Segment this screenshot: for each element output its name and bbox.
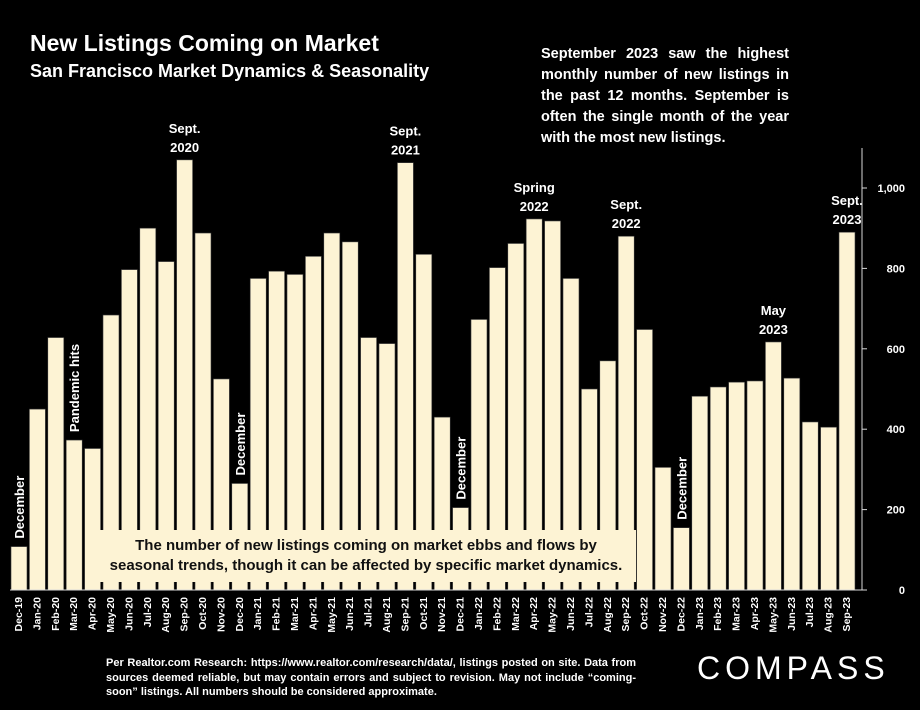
x-tick-label: Feb-23 <box>712 597 724 631</box>
x-tick-label: Sep-23 <box>841 597 853 632</box>
annotation-label: 2023 <box>759 322 788 337</box>
annotation-label: Sept. <box>831 193 863 208</box>
x-tick-label: Jun-23 <box>786 597 798 631</box>
annotation-label: Sept. <box>390 124 422 139</box>
x-tick-label: May-22 <box>547 597 559 633</box>
bar <box>820 426 837 591</box>
bar <box>801 421 819 591</box>
y-tick-label: 400 <box>887 424 905 436</box>
annotation-label: 2021 <box>391 143 420 158</box>
x-tick-label: Jun-21 <box>344 597 356 631</box>
x-tick-label: Dec-20 <box>234 597 246 632</box>
x-tick-label: May-23 <box>767 597 779 633</box>
x-tick-label: Oct-21 <box>418 597 430 630</box>
y-tick-label: 1,000 <box>877 183 905 195</box>
x-tick-label: Aug-22 <box>602 597 614 633</box>
annotation-label: Pandemic hits <box>67 344 82 432</box>
x-tick-label: Aug-21 <box>381 597 393 633</box>
annotation-label: Sept. <box>610 197 642 212</box>
annotation-label: Spring <box>514 180 555 195</box>
chart-title: New Listings Coming on Market <box>30 30 379 56</box>
annotation-label: May <box>761 303 787 318</box>
x-tick-label: May-20 <box>105 597 117 633</box>
x-tick-label: Jul-21 <box>363 597 375 628</box>
note-line-2: seasonal trends, though it can be affect… <box>109 557 623 574</box>
bar <box>783 377 801 591</box>
x-tick-label: Jan-23 <box>694 597 706 630</box>
annotation-label: 2020 <box>170 140 199 155</box>
x-tick-label: Apr-20 <box>87 597 99 630</box>
bar <box>691 395 709 591</box>
x-tick-label: Sep-20 <box>179 597 191 632</box>
annotation-label: 2022 <box>520 199 549 214</box>
source-note: Per Realtor.com Research: https://www.re… <box>106 657 636 698</box>
annotation-label: 2022 <box>612 216 641 231</box>
x-tick-label: Jul-23 <box>804 597 816 628</box>
bar <box>728 381 745 591</box>
x-tick-label: Oct-22 <box>639 597 651 630</box>
x-tick-label: Nov-20 <box>215 597 227 632</box>
x-tick-label: Mar-20 <box>68 597 80 631</box>
annotation-label: 2023 <box>833 212 862 227</box>
x-tick-label: Mar-23 <box>731 597 743 631</box>
y-tick-label: 0 <box>899 585 905 597</box>
x-tick-label: Aug-20 <box>160 597 172 633</box>
x-tick-label: Apr-23 <box>749 597 761 630</box>
callout-paragraph: September 2023 saw the highest monthly n… <box>541 46 789 146</box>
compass-logo: COMPASS <box>697 650 890 686</box>
annotation-label: December <box>233 413 248 476</box>
x-tick-label: May-21 <box>326 597 338 633</box>
callout-text: September 2023 saw the highest monthly n… <box>541 44 789 149</box>
bar <box>176 159 193 591</box>
bar <box>838 231 856 591</box>
bar <box>765 341 782 591</box>
x-tick-label: Jan-21 <box>252 597 264 630</box>
x-tick-label: Oct-20 <box>197 597 209 630</box>
x-tick-label: Jan-22 <box>473 597 485 630</box>
bar <box>746 380 764 591</box>
bar <box>29 408 46 591</box>
y-tick-label: 600 <box>887 344 905 356</box>
bar <box>397 162 414 591</box>
x-tick-label: Nov-21 <box>436 597 448 632</box>
annotation-label: December <box>12 476 27 539</box>
x-tick-label: Dec-21 <box>455 597 467 632</box>
x-tick-label: Dec-19 <box>13 597 25 632</box>
note-line-1: The number of new listings coming on mar… <box>135 537 597 554</box>
x-tick-label: Dec-22 <box>675 597 687 632</box>
x-tick-label: Jul-20 <box>142 597 154 628</box>
x-tick-label: Sep-21 <box>399 597 411 632</box>
x-tick-label: Jan-20 <box>31 597 43 630</box>
x-tick-label: Apr-22 <box>528 597 540 630</box>
x-tick-label: Feb-20 <box>50 597 62 631</box>
bar <box>709 386 727 591</box>
bar <box>636 329 653 591</box>
bar <box>65 439 83 591</box>
x-tick-label: Jun-20 <box>123 597 135 631</box>
annotation-label: December <box>674 457 689 520</box>
x-tick-label: Aug-23 <box>823 597 835 633</box>
x-tick-label: Jun-22 <box>565 597 577 631</box>
y-tick-label: 200 <box>887 505 905 517</box>
x-tick-label: Mar-21 <box>289 597 301 631</box>
bar <box>654 467 672 591</box>
x-tick-label: Sep-22 <box>620 597 632 632</box>
annotation-label: Sept. <box>169 121 201 136</box>
x-tick-label: Feb-22 <box>491 597 503 631</box>
y-tick-label: 800 <box>887 263 905 275</box>
x-tick-label: Apr-21 <box>307 597 319 630</box>
chart-subtitle: San Francisco Market Dynamics & Seasonal… <box>30 61 430 81</box>
bar <box>673 527 690 591</box>
annotation-label: December <box>454 437 469 500</box>
bar <box>10 546 28 591</box>
x-tick-label: Jul-22 <box>583 597 595 628</box>
bar <box>47 337 65 591</box>
x-tick-label: Feb-21 <box>271 597 283 631</box>
note-box: The number of new listings coming on mar… <box>96 530 636 582</box>
x-tick-label: Mar-22 <box>510 597 522 631</box>
x-tick-label: Nov-22 <box>657 597 669 632</box>
